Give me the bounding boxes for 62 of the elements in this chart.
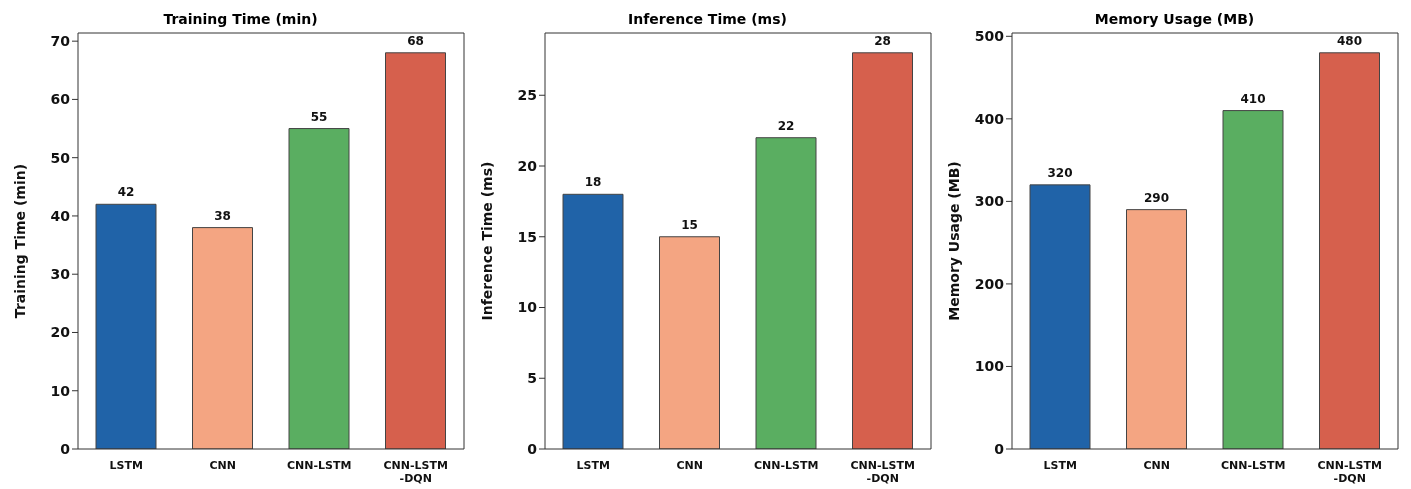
y-tick-label: 50 <box>50 149 71 166</box>
chart-title: Inference Time (ms) <box>627 10 788 29</box>
bar <box>192 227 253 449</box>
x-tick-label: LSTM <box>109 459 143 472</box>
y-tick-label: 400 <box>974 110 1005 127</box>
y-tick-label: 20 <box>50 324 71 341</box>
x-tick-label: LSTM <box>576 459 610 472</box>
y-axis-title: Memory Usage (MB) <box>945 161 962 321</box>
y-axis-title: Inference Time (ms) <box>478 161 495 321</box>
bar <box>288 128 350 449</box>
x-tick-label: LSTM <box>1043 459 1077 472</box>
bar <box>852 52 913 449</box>
x-tick-label: CNN <box>209 459 236 472</box>
data-label: 18 <box>584 175 602 190</box>
x-tick-label: CNN <box>676 459 703 472</box>
chart-title: Training Time (min) <box>162 10 319 29</box>
x-tick-label: CNN <box>1143 459 1170 472</box>
y-tick-label: 0 <box>60 440 71 457</box>
data-label: 22 <box>777 118 795 133</box>
data-label: 290 <box>1143 190 1170 205</box>
bar <box>1126 209 1187 449</box>
data-label: 42 <box>117 185 135 200</box>
y-tick-label: 0 <box>994 440 1005 457</box>
y-tick-label: 20 <box>517 157 538 174</box>
y-tick-label: 40 <box>50 207 71 224</box>
data-label: 38 <box>214 208 231 223</box>
y-tick-label: 10 <box>50 382 71 399</box>
bar <box>659 236 720 449</box>
bar <box>562 193 624 449</box>
y-tick-label: 25 <box>517 87 537 104</box>
chart-title: Memory Usage (MB) <box>1093 10 1256 29</box>
data-label: 28 <box>874 33 891 48</box>
data-label: 480 <box>1336 33 1363 48</box>
bar <box>1222 110 1284 449</box>
y-axis-title: Training Time (min) <box>11 163 28 319</box>
bar <box>385 52 446 449</box>
y-tick-label: 500 <box>974 28 1005 45</box>
y-tick-label: 300 <box>974 193 1005 210</box>
y-tick-label: 0 <box>527 440 538 457</box>
y-tick-label: 70 <box>50 33 71 50</box>
data-label: 15 <box>681 217 698 232</box>
x-tick-label: CNN-LSTM -DQN <box>850 459 915 485</box>
x-tick-label: CNN-LSTM <box>287 459 352 472</box>
x-tick-label: CNN-LSTM -DQN <box>1317 459 1382 485</box>
y-tick-label: 15 <box>517 228 537 245</box>
y-tick-label: 60 <box>50 91 71 108</box>
bar <box>755 137 817 449</box>
x-tick-label: CNN-LSTM -DQN <box>383 459 448 485</box>
bar <box>1029 184 1091 449</box>
bar <box>1319 52 1380 449</box>
x-tick-label: CNN-LSTM <box>754 459 819 472</box>
data-label: 55 <box>310 109 328 124</box>
data-label: 320 <box>1047 165 1073 180</box>
x-tick-label: CNN-LSTM <box>1221 459 1286 472</box>
y-tick-label: 5 <box>527 370 537 387</box>
y-tick-label: 100 <box>974 358 1005 375</box>
data-label: 410 <box>1240 91 1266 106</box>
y-tick-label: 30 <box>50 266 71 283</box>
bar <box>95 203 157 449</box>
y-tick-label: 200 <box>974 275 1005 292</box>
data-label: 68 <box>407 33 424 48</box>
y-tick-label: 10 <box>517 299 538 316</box>
